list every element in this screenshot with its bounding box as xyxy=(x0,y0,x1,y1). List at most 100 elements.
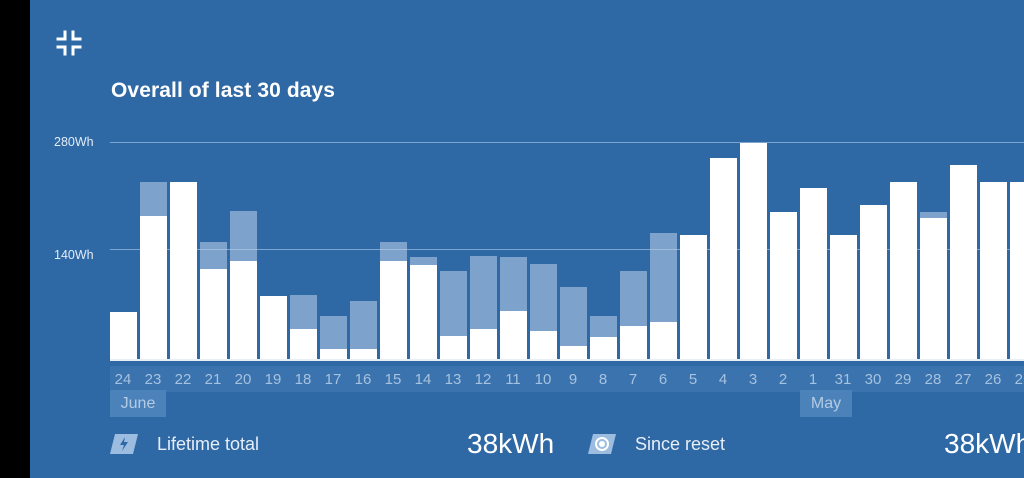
bar-day-30[interactable] xyxy=(860,205,887,359)
x-tick-label: 23 xyxy=(144,371,162,388)
stat-value-lifetime: 38kWh xyxy=(467,428,555,459)
bar-day-29[interactable] xyxy=(890,182,917,359)
x-tick-label: 30 xyxy=(864,371,882,388)
bar-day-24[interactable] xyxy=(110,312,137,359)
bar-day-15[interactable] xyxy=(380,242,407,359)
chart-baseline xyxy=(110,359,1024,361)
bar-day-19[interactable] xyxy=(260,296,287,359)
bar-solid-segment xyxy=(980,182,1007,359)
x-tick-label: 5 xyxy=(688,371,698,388)
x-tick-label: 16 xyxy=(354,371,372,388)
bar-solid-segment xyxy=(320,350,347,359)
x-tick-label: 21 xyxy=(204,371,222,388)
y-tick-label: 140Wh xyxy=(54,248,94,262)
bar-day-11[interactable] xyxy=(500,257,527,359)
x-tick-label: 29 xyxy=(894,371,912,388)
bar-solid-segment xyxy=(410,266,437,359)
bar-ghost-segment xyxy=(410,257,437,266)
bar-day-4[interactable] xyxy=(710,158,737,359)
bar-day-25[interactable] xyxy=(1010,182,1024,359)
bar-day-20[interactable] xyxy=(230,211,257,359)
bar-solid-segment xyxy=(1010,182,1024,359)
bar-solid-segment xyxy=(560,347,587,359)
bar-day-6[interactable] xyxy=(650,233,677,359)
bar-day-10[interactable] xyxy=(530,264,557,359)
bar-solid-segment xyxy=(200,270,227,359)
bar-solid-segment xyxy=(140,217,167,359)
bar-day-27[interactable] xyxy=(950,165,977,359)
bar-solid-segment xyxy=(290,330,317,359)
bar-ghost-segment xyxy=(620,271,647,327)
bar-solid-segment xyxy=(890,182,917,359)
history-panel: Overall of last 30 days 280Wh 140Wh 24 23… xyxy=(30,0,1024,478)
bar-solid-segment xyxy=(740,143,767,359)
bar-day-13[interactable] xyxy=(440,271,467,359)
y-tick-label: 280Wh xyxy=(54,135,94,149)
record-icon xyxy=(588,434,616,454)
x-tick-label: 28 xyxy=(924,371,942,388)
stat-label-lifetime: Lifetime total xyxy=(157,434,260,454)
x-tick-label: 17 xyxy=(324,371,342,388)
bar-day-22[interactable] xyxy=(170,182,197,359)
bar-day-12[interactable] xyxy=(470,256,497,359)
bar-day-5[interactable] xyxy=(680,235,707,359)
bar-solid-segment xyxy=(680,235,707,359)
bar-chart xyxy=(30,0,1024,478)
bar-day-1[interactable] xyxy=(800,188,827,359)
collapse-arrows-icon[interactable] xyxy=(56,30,82,56)
x-tick-label: 4 xyxy=(718,371,728,388)
bar-day-21[interactable] xyxy=(200,242,227,359)
bar-ghost-segment xyxy=(290,295,317,330)
bar-day-7[interactable] xyxy=(620,271,647,359)
bar-day-17[interactable] xyxy=(320,316,347,359)
bar-ghost-segment xyxy=(500,257,527,312)
bar-solid-segment xyxy=(650,323,677,359)
x-tick-label: 8 xyxy=(598,371,608,388)
bar-solid-segment xyxy=(350,350,377,359)
bar-solid-segment xyxy=(590,338,617,359)
bar-solid-segment xyxy=(110,312,137,359)
x-tick-label: 11 xyxy=(505,371,521,388)
gridline-280 xyxy=(110,142,1024,143)
bar-solid-segment xyxy=(440,337,467,359)
bar-day-16[interactable] xyxy=(350,301,377,359)
bar-day-18[interactable] xyxy=(290,295,317,359)
bar-day-9[interactable] xyxy=(560,287,587,359)
x-tick-label: 25 xyxy=(1014,371,1024,388)
bar-solid-segment xyxy=(620,327,647,359)
date-strip xyxy=(110,366,1024,392)
bar-ghost-segment xyxy=(530,264,557,332)
bar-ghost-segment xyxy=(470,256,497,330)
bar-solid-segment xyxy=(260,296,287,359)
bar-ghost-segment xyxy=(140,182,167,217)
bar-solid-segment xyxy=(230,262,257,359)
x-tick-label: 18 xyxy=(294,371,312,388)
x-tick-label: 12 xyxy=(474,371,492,388)
bar-day-23[interactable] xyxy=(140,182,167,359)
lightning-icon xyxy=(110,434,138,454)
bar-solid-segment xyxy=(470,330,497,359)
x-tick-label: 7 xyxy=(628,371,638,388)
bar-day-2[interactable] xyxy=(770,212,797,359)
bar-day-8[interactable] xyxy=(590,316,617,359)
x-tick-label: 10 xyxy=(534,371,552,388)
bar-day-28[interactable] xyxy=(920,212,947,359)
bar-solid-segment xyxy=(920,219,947,359)
x-tick-label: 22 xyxy=(174,371,192,388)
bar-ghost-segment xyxy=(200,242,227,270)
bar-day-31[interactable] xyxy=(830,235,857,359)
x-tick-label: 26 xyxy=(984,371,1002,388)
x-tick-label: 9 xyxy=(568,371,578,388)
bar-day-3[interactable] xyxy=(740,143,767,359)
month-label: June xyxy=(110,390,166,417)
bar-ghost-segment xyxy=(320,316,347,350)
bar-day-26[interactable] xyxy=(980,182,1007,359)
bar-day-14[interactable] xyxy=(410,257,437,359)
stat-label-reset: Since reset xyxy=(635,434,726,454)
bar-ghost-segment xyxy=(920,212,947,219)
x-tick-label: 13 xyxy=(444,371,462,388)
bar-ghost-segment xyxy=(590,316,617,338)
x-tick-label: 6 xyxy=(658,371,668,388)
bar-solid-segment xyxy=(170,182,197,359)
bar-solid-segment xyxy=(830,235,857,359)
